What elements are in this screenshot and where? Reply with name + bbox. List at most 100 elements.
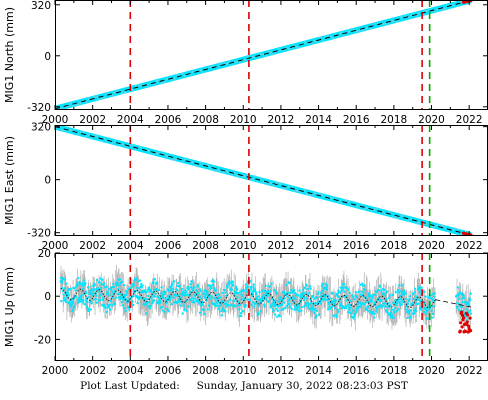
data-point [230, 303, 233, 306]
data-point [135, 277, 138, 281]
data-point [297, 306, 300, 309]
data-point [239, 314, 242, 318]
data-point [309, 287, 312, 290]
data-point [155, 281, 159, 284]
data-point [209, 65, 213, 68]
data-point [375, 310, 378, 313]
data-point [334, 313, 338, 317]
data-point [98, 290, 101, 293]
data-point [418, 287, 421, 291]
data-point [93, 288, 96, 291]
data-point [397, 291, 401, 294]
data-point [103, 96, 106, 99]
data-point [66, 129, 70, 133]
data-point [238, 308, 241, 311]
data-point [350, 204, 353, 207]
data-point [345, 199, 348, 202]
data-point [147, 304, 150, 308]
data-point [182, 304, 186, 307]
x-tick-label: 2014 [305, 114, 332, 126]
data-point [274, 181, 278, 184]
data-point [62, 296, 66, 300]
data-point [218, 304, 221, 307]
data-point [349, 306, 352, 310]
data-point [83, 302, 86, 306]
data-point [404, 292, 407, 295]
y-axis-label: MIG1 Up (mm) [3, 267, 16, 347]
data-point [365, 26, 369, 29]
data-point [117, 296, 121, 299]
data-point [113, 302, 117, 305]
data-point [175, 301, 179, 305]
data-point [294, 293, 298, 296]
data-point [124, 91, 127, 94]
data-point [156, 295, 160, 299]
data-point [173, 77, 176, 80]
recent-point [460, 313, 465, 317]
data-point [277, 300, 280, 303]
data-point [212, 296, 216, 300]
data-point [319, 302, 322, 305]
data-point [217, 296, 220, 299]
data-point [118, 284, 121, 287]
data-point [451, 3, 454, 7]
data-point [232, 299, 236, 303]
data-point [407, 219, 410, 223]
data-point [217, 62, 220, 65]
data-point [136, 286, 139, 290]
data-point [238, 303, 242, 307]
data-point [109, 308, 112, 311]
data-point [324, 282, 327, 285]
data-point [63, 278, 66, 281]
data-point [208, 297, 212, 300]
data-point [377, 288, 381, 292]
data-point [288, 302, 291, 305]
data-point [103, 137, 106, 140]
x-tick-label: 2022 [456, 365, 483, 377]
data-point [345, 305, 348, 308]
data-point [91, 293, 95, 297]
data-point [121, 304, 125, 307]
data-point [360, 290, 363, 293]
data-point [256, 295, 260, 298]
data-point [430, 309, 433, 313]
recent-point [461, 316, 466, 320]
data-point [467, 311, 470, 314]
data-point [339, 202, 343, 205]
data-point [272, 300, 275, 303]
data-point [355, 296, 359, 299]
data-point [124, 293, 128, 297]
data-point [81, 301, 84, 304]
data-point [417, 221, 421, 224]
data-point [227, 282, 231, 285]
data-point [306, 192, 309, 196]
data-point [267, 300, 270, 304]
data-point [147, 149, 150, 152]
data-point [131, 88, 135, 92]
data-point [232, 293, 236, 296]
data-point [76, 282, 79, 285]
data-point [451, 228, 454, 231]
data-point [353, 312, 357, 316]
y-tick-label: 0 [44, 291, 51, 303]
data-point [404, 297, 407, 301]
data-point [270, 282, 273, 285]
data-point [359, 301, 362, 305]
data-point [78, 300, 82, 303]
data-point [325, 288, 329, 291]
data-point [254, 175, 257, 178]
data-point [114, 296, 118, 300]
data-point [237, 291, 240, 295]
data-point [419, 308, 423, 311]
data-point [85, 135, 88, 138]
data-point [194, 293, 198, 297]
panel-2: 2000 2002 2004 2006 2008 2010 2012 2014 2016 2018… [3, 122, 488, 252]
data-point [231, 283, 235, 287]
data-point [155, 152, 158, 155]
data-point [105, 92, 109, 95]
data-point [399, 15, 402, 18]
data-point [313, 40, 317, 43]
data-point [327, 302, 331, 306]
data-point [191, 160, 194, 164]
